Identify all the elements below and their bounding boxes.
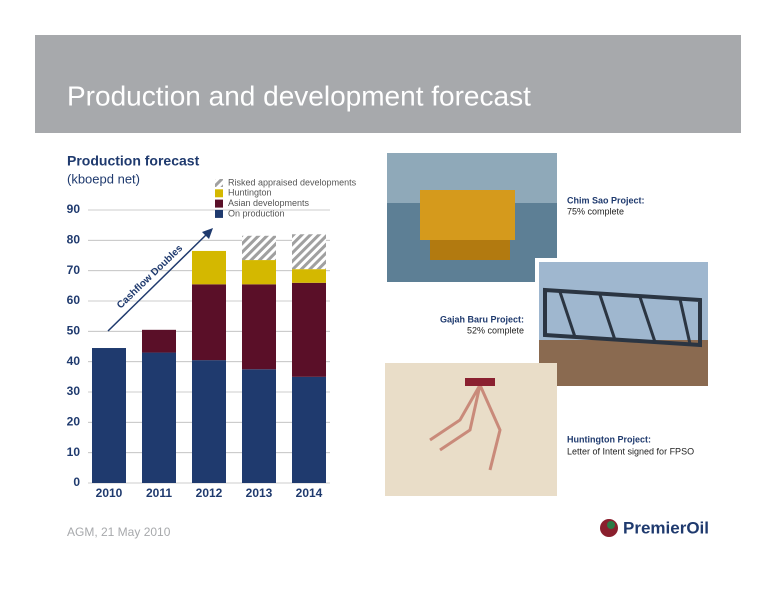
bar-segment — [292, 376, 326, 483]
project-status: 75% complete — [567, 206, 624, 216]
x-tick-label: 2010 — [96, 486, 123, 500]
bar-segment — [292, 282, 326, 377]
bar-segment — [292, 269, 326, 283]
bar-segment — [192, 284, 226, 361]
project-status: 52% complete — [467, 325, 524, 335]
legend-label: Asian developments — [228, 198, 310, 208]
chart-subtitle: (kboepd net) — [67, 171, 140, 186]
legend-swatch — [215, 209, 223, 218]
bar-segment — [142, 352, 176, 483]
project-status: Letter of Intent signed for FPSO — [567, 446, 694, 456]
bar-segment — [192, 250, 226, 285]
legend-label: On production — [228, 208, 285, 218]
slide-title: Production and development forecast — [67, 80, 531, 111]
photo-huntington-map — [385, 363, 557, 496]
logo: PremierOil — [600, 518, 709, 537]
legend-swatch — [215, 189, 223, 198]
legend-swatch — [215, 179, 223, 187]
photo-gajah-baru — [535, 258, 712, 390]
bar-segment — [242, 235, 276, 261]
bar-segment — [242, 369, 276, 483]
chart: 0 10 20 30 40 50 60 70 80 90 2010 2011 2012 2013 2014 R… — [67, 177, 357, 500]
y-tick-label: 80 — [67, 233, 81, 247]
project-name: Chim Sao Project: — [567, 195, 645, 205]
y-tick-label: 40 — [67, 354, 81, 368]
bar-segment — [142, 329, 176, 353]
y-tick-label: 50 — [67, 324, 81, 338]
y-tick-label: 90 — [67, 202, 81, 216]
bar-segment — [242, 284, 276, 370]
project-name: Huntington Project: — [567, 434, 651, 444]
bar-segment — [192, 360, 226, 483]
footer: AGM, 21 May 2010 — [67, 525, 171, 539]
legend-label: Huntington — [228, 188, 272, 198]
y-tick-label: 60 — [67, 293, 81, 307]
legend-swatch — [215, 199, 223, 208]
x-tick-label: 2013 — [246, 486, 273, 500]
arrow-head — [202, 228, 213, 239]
y-tick-label: 30 — [67, 384, 81, 398]
y-tick-label: 10 — [67, 445, 81, 459]
bar-segment — [292, 234, 326, 270]
y-tick-label: 20 — [67, 415, 81, 429]
x-tick-label: 2012 — [196, 486, 223, 500]
x-tick-label: 2011 — [146, 486, 172, 500]
x-tick-label: 2014 — [296, 486, 323, 500]
y-tick-label: 0 — [73, 475, 80, 489]
bar-segment — [242, 260, 276, 285]
annotation-arrow — [107, 232, 209, 332]
logo-text: PremierOil — [623, 518, 709, 537]
y-tick-label: 70 — [67, 263, 81, 277]
chart-title: Production forecast — [67, 153, 200, 169]
bar-segment — [92, 348, 126, 483]
legend-label: Risked appraised developments — [228, 177, 357, 187]
project-name: Gajah Baru Project: — [440, 314, 524, 324]
photo-chim-sao — [387, 153, 557, 282]
header-band — [35, 35, 741, 133]
